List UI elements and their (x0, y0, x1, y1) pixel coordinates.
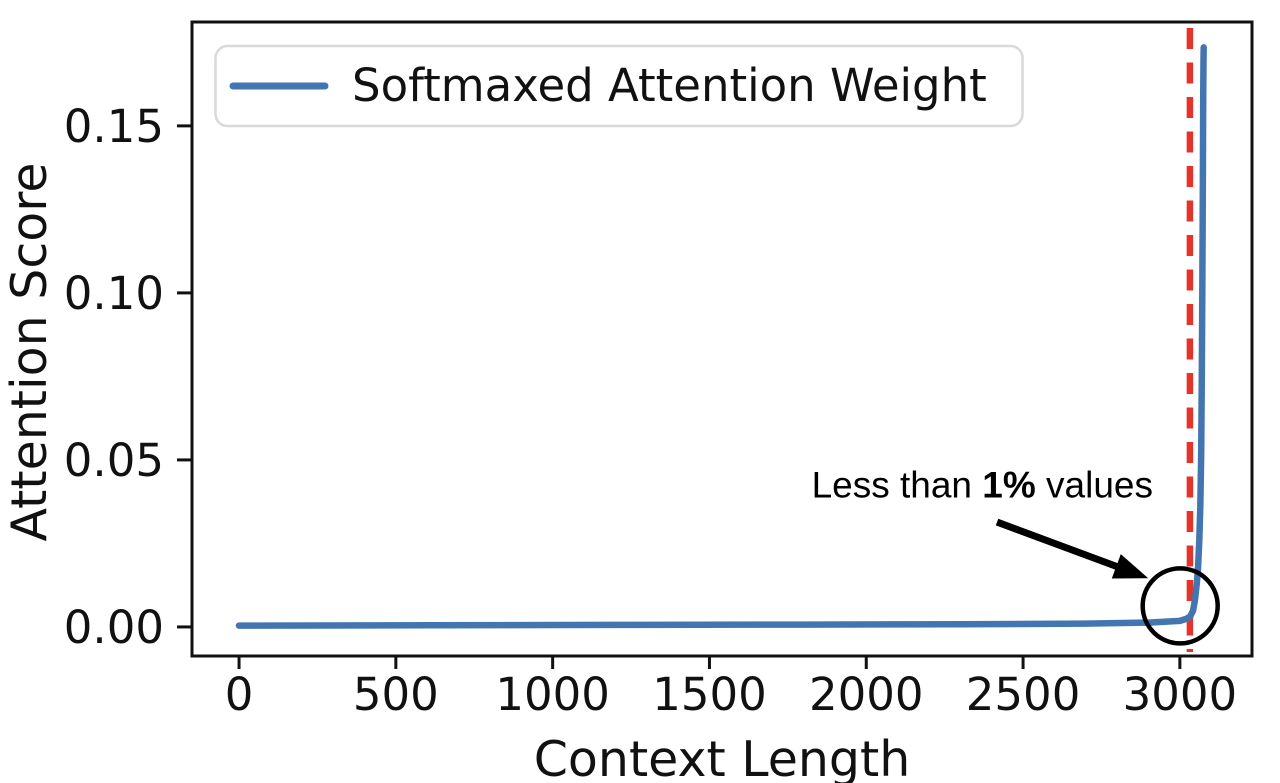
annotation-circle (1140, 566, 1220, 646)
x-axis-tick-label: 500 (353, 668, 439, 721)
axis-ticks-layer: 0 500 1000 1500 2000 2500 3000 0.00 0.05 0.10 0.15 (64, 100, 1237, 721)
legend-label: Softmaxed Attention Weight (352, 59, 987, 112)
x-axis-tick-label: 3000 (1123, 668, 1238, 721)
annotation-layer: Less than 1% values (812, 465, 1220, 646)
plot-border (190, 20, 1254, 658)
annotation-arrowhead-icon (1111, 554, 1149, 579)
annotation-text: Less than 1% values (812, 465, 1153, 506)
x-axis-tick-label: 2500 (966, 668, 1081, 721)
annotation-arrow (995, 518, 1126, 573)
y-axis-tick-label: 0.10 (64, 267, 164, 320)
x-axis-tick-label: 2000 (809, 668, 924, 721)
legend: Softmaxed Attention Weight (214, 44, 1024, 128)
x-axis-tick-label: 0 (225, 668, 254, 721)
series-layer (235, 28, 1207, 652)
y-axis-tick-label: 0.05 (64, 434, 164, 487)
y-axis-tick-label: 0.15 (64, 100, 164, 153)
y-axis-tick-label: 0.00 (64, 601, 164, 654)
x-axis-label: Context Length (534, 731, 911, 783)
x-axis-tick-label: 1000 (495, 668, 610, 721)
x-axis-tick-label: 1500 (652, 668, 767, 721)
y-axis-label: Attention Score (1, 163, 58, 542)
attention-line (235, 44, 1207, 629)
legend-box (214, 44, 1024, 128)
